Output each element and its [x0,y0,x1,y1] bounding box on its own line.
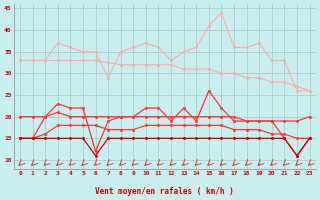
X-axis label: Vent moyen/en rafales ( km/h ): Vent moyen/en rafales ( km/h ) [95,187,234,196]
